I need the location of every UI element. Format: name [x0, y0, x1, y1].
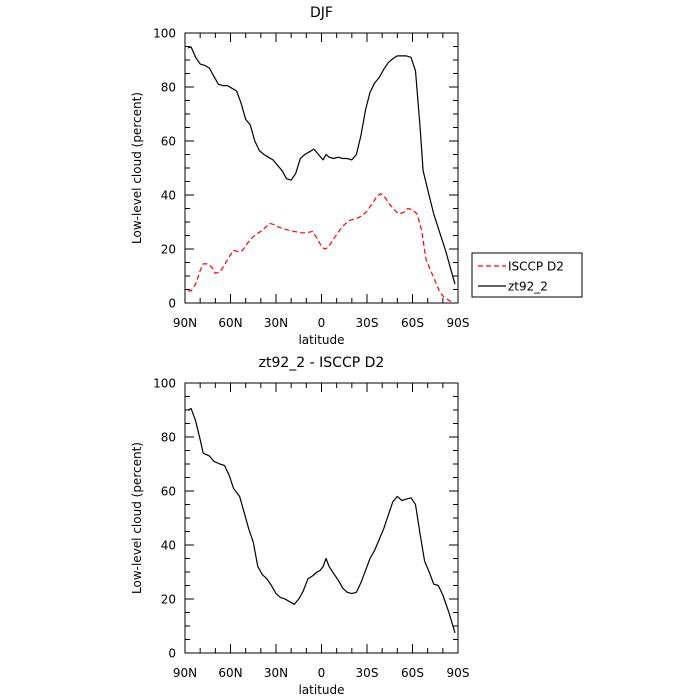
chart-title: DJF	[310, 5, 333, 21]
x-tick-label: 30S	[356, 316, 379, 330]
x-axis-label: latitude	[298, 333, 344, 347]
y-tick-label: 0	[168, 297, 176, 311]
x-tick-label: 60N	[218, 316, 242, 330]
y-tick-label: 60	[161, 485, 176, 499]
y-tick-label: 20	[161, 243, 176, 257]
x-tick-label: 90N	[173, 316, 197, 330]
x-tick-label: 30S	[356, 666, 379, 680]
y-tick-label: 100	[153, 377, 176, 391]
x-tick-label: 30N	[264, 666, 288, 680]
legend-entry: zt92_2	[508, 280, 548, 294]
series-line-zt92-2	[187, 46, 456, 285]
x-tick-label: 30N	[264, 316, 288, 330]
x-tick-label: 90N	[173, 666, 197, 680]
x-tick-label: 0	[318, 666, 326, 680]
y-tick-label: 40	[161, 539, 176, 553]
y-tick-label: 20	[161, 593, 176, 607]
chart-title: zt92_2 - ISCCP D2	[259, 355, 385, 371]
difference-panel: 0 20 40 60 80 100 90N 60N 30N 0 30S 60S 90S zt92_2 - …	[130, 355, 469, 697]
y-tick-label: 60	[161, 135, 176, 149]
legend-box	[471, 252, 583, 298]
x-tick-label: 60S	[401, 316, 424, 330]
y-tick-label: 40	[161, 189, 176, 203]
x-tick-label: 60S	[401, 666, 424, 680]
y-tick-label: 0	[168, 647, 176, 661]
legend-entry: ISCCP D2	[508, 260, 564, 274]
y-tick-label: 80	[161, 431, 176, 445]
y-axis-label: Low-level cloud (percent)	[130, 92, 144, 244]
x-axis-label: latitude	[298, 683, 344, 697]
y-tick-label: 100	[153, 27, 176, 41]
djf-panel: 0 20 40 60 80 100 90N 60N 30N 0 30S 60S 90S DJF latitu…	[130, 5, 583, 347]
y-axis-label: Low-level cloud (percent)	[130, 442, 144, 594]
series-line-difference	[187, 408, 456, 633]
x-tick-label: 90S	[447, 316, 470, 330]
x-tick-label: 60N	[218, 666, 242, 680]
x-tick-label: 0	[318, 316, 326, 330]
x-tick-label: 90S	[447, 666, 470, 680]
y-tick-label: 80	[161, 81, 176, 95]
series-line-isccp-d2	[188, 193, 454, 304]
